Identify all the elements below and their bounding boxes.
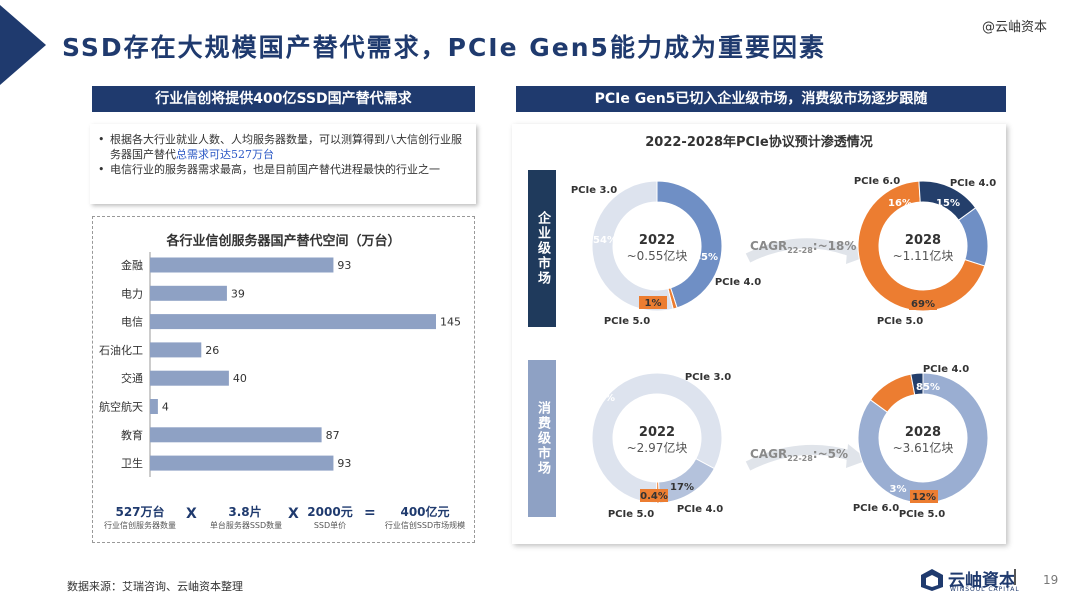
eq-label-servers: 行业信创服务器数量: [104, 521, 176, 530]
left-section-header: 行业信创将提供400亿SSD国产替代需求: [92, 86, 475, 112]
eq-equals: =: [364, 505, 376, 521]
bullet-dot: •: [98, 163, 105, 176]
logo-icon: [921, 569, 943, 591]
bullet-item: • 根据各大行业就业人数、人均服务器数量，可以测算得到八大信创行业服务器国产替代…: [96, 132, 466, 162]
eq-label-price: SSD单价: [313, 521, 347, 530]
bullet-dot: •: [98, 133, 105, 146]
bullet-text: 电信行业的服务器需求最高，也是目前国产替代进程最快的行业之一: [110, 163, 440, 176]
footer-divider: [1014, 569, 1016, 585]
bullet-text: 根据各大行业就业人数、人均服务器数量，可以测算得到八大信创行业服务器国产替代: [110, 133, 462, 161]
pie-chart-title: 2022-2028年PCIe协议预计渗透情况: [645, 135, 873, 150]
eq-label-ssd-count: 单台服务器SSD数量: [209, 521, 283, 530]
consumer-market-label: 消费级市场: [528, 360, 556, 517]
pie-chart-box: [512, 124, 1006, 544]
enterprise-market-text: 企业级市场: [535, 211, 550, 286]
eq-value-servers: 527万台: [115, 505, 165, 519]
bar-chart-title: 各行业信创服务器国产替代空间（万台）: [166, 234, 401, 249]
eq-value-price: 2000元: [307, 505, 353, 519]
title-arrow-icon: [0, 5, 46, 85]
eq-multiply: X: [288, 506, 299, 522]
logo-subtext: WINSOUL CAPITAL: [950, 586, 1020, 593]
eq-label-market: 行业信创SSD市场规模: [384, 521, 466, 530]
right-section-header: PCIe Gen5已切入企业级市场，消费级市场逐步跟随: [516, 86, 1006, 112]
bar-chart-box: [92, 216, 475, 543]
bullet-highlight: 总需求可达527万台: [176, 148, 274, 161]
eq-value-market: 400亿元: [400, 505, 450, 519]
page-number: 19: [1043, 573, 1059, 587]
data-source: 数据来源：艾瑞咨询、云岫资本整理: [67, 580, 243, 593]
eq-value-ssd-count: 3.8片: [228, 505, 262, 519]
eq-multiply: X: [186, 506, 197, 522]
page-title: SSD存在大规模国产替代需求，PCIe Gen5能力成为重要因素: [62, 33, 826, 62]
enterprise-market-label: 企业级市场: [528, 170, 556, 327]
bullet-box: • 根据各大行业就业人数、人均服务器数量，可以测算得到八大信创行业服务器国产替代…: [90, 124, 476, 204]
logo-text: 云岫資本: [948, 571, 1016, 591]
watermark: @云岫资本: [982, 20, 1048, 35]
bullet-item: • 电信行业的服务器需求最高，也是目前国产替代进程最快的行业之一: [96, 162, 466, 177]
consumer-market-text: 消费级市场: [535, 401, 550, 476]
